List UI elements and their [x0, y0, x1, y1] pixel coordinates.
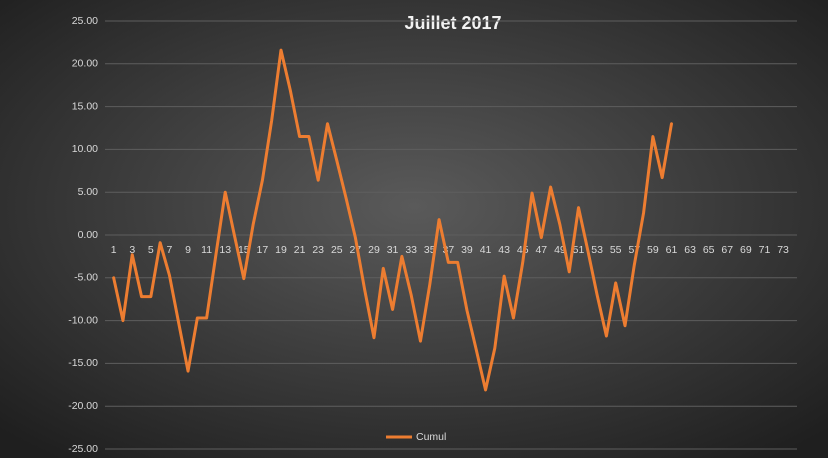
y-tick-label: -25.00: [68, 443, 98, 455]
x-tick-label: 7: [167, 244, 173, 256]
x-tick-label: 17: [257, 244, 269, 256]
x-tick-label: 57: [628, 244, 640, 256]
y-tick-label: -15.00: [68, 357, 98, 369]
x-tick-label: 67: [721, 244, 733, 256]
legend-label: Cumul: [416, 431, 446, 443]
x-tick-label: 71: [759, 244, 771, 256]
y-tick-label: -5.00: [74, 272, 98, 284]
x-tick-label: 35: [424, 244, 436, 256]
x-tick-label: 61: [666, 244, 678, 256]
x-tick-label: 43: [498, 244, 510, 256]
y-tick-label: -10.00: [68, 314, 98, 326]
chart-title: Juillet 2017: [404, 13, 501, 33]
x-tick-label: 33: [405, 244, 417, 256]
x-tick-label: 11: [201, 244, 212, 256]
y-tick-label: 0.00: [78, 229, 99, 241]
x-tick-label: 51: [573, 244, 585, 256]
x-tick-label: 19: [275, 244, 287, 256]
y-tick-label: 5.00: [78, 186, 99, 198]
x-tick-label: 69: [740, 244, 752, 256]
y-tick-label: -20.00: [68, 400, 98, 412]
y-tick-label: 15.00: [72, 100, 98, 112]
x-tick-label: 65: [703, 244, 715, 256]
x-tick-label: 25: [331, 244, 343, 256]
x-tick-label: 1: [111, 244, 117, 256]
x-tick-label: 47: [535, 244, 547, 256]
y-tick-label: 25.00: [72, 15, 98, 27]
x-tick-label: 73: [777, 244, 789, 256]
x-tick-label: 3: [129, 244, 135, 256]
x-tick-label: 23: [312, 244, 324, 256]
series-line: [112, 48, 673, 392]
y-tick-label: 10.00: [72, 143, 98, 155]
x-tick-label: 53: [591, 244, 603, 256]
y-tick-label: 20.00: [72, 58, 98, 70]
x-tick-label: 31: [387, 244, 399, 256]
x-tick-label: 13: [219, 244, 231, 256]
x-tick-label: 39: [461, 244, 473, 256]
x-tick-label: 59: [647, 244, 659, 256]
x-tick-label: 45: [517, 244, 529, 256]
x-tick-label: 5: [148, 244, 154, 256]
x-tick-label: 55: [610, 244, 622, 256]
x-tick-label: 9: [185, 244, 191, 256]
x-tick-label: 21: [294, 244, 306, 256]
x-tick-label: 15: [238, 244, 250, 256]
x-tick-label: 49: [554, 244, 566, 256]
x-tick-label: 27: [350, 244, 362, 256]
x-tick-label: 41: [480, 244, 492, 256]
x-tick-label: 63: [684, 244, 696, 256]
x-tick-label: 29: [368, 244, 380, 256]
x-tick-label: 37: [443, 244, 455, 256]
